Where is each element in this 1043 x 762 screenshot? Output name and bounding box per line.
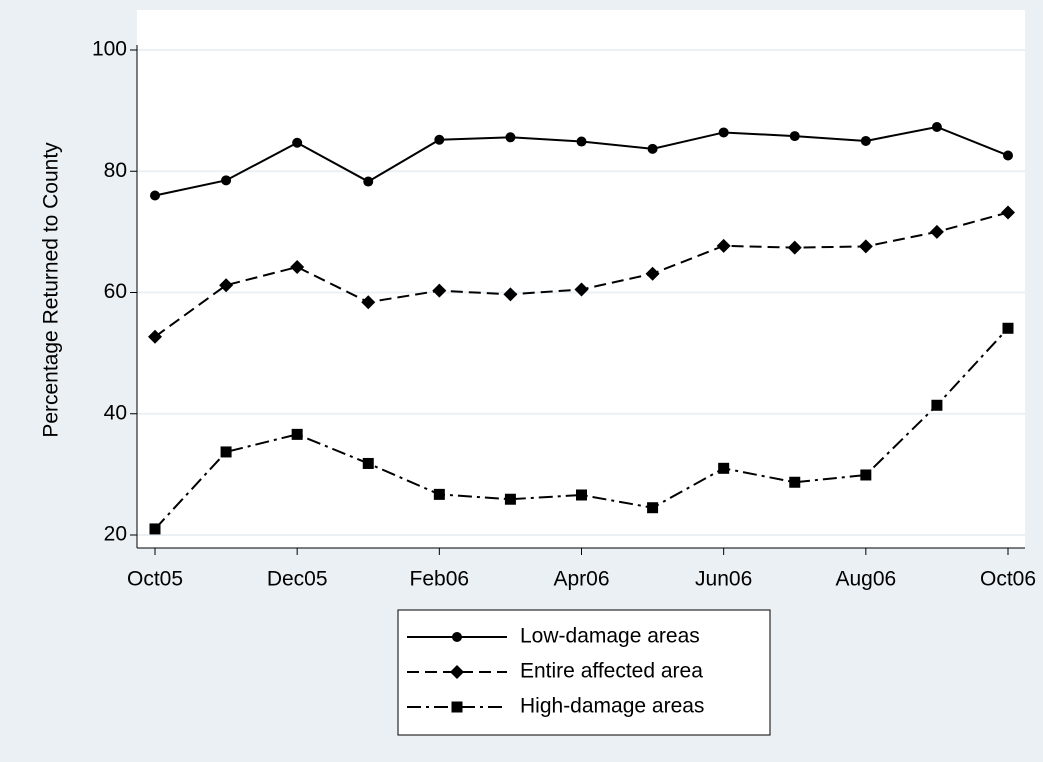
marker — [219, 278, 234, 293]
marker — [221, 175, 232, 186]
marker — [647, 143, 658, 154]
x-tick-label: Feb06 — [410, 568, 470, 591]
legend-label: Low-damage areas — [520, 625, 700, 648]
x-tick-label: Oct06 — [980, 568, 1036, 591]
marker — [576, 489, 587, 501]
legend-marker — [451, 701, 463, 713]
marker — [149, 523, 161, 535]
legend-label: Entire affected area — [520, 660, 703, 683]
y-tick-label: 60 — [104, 280, 127, 303]
x-tick-label: Apr06 — [553, 568, 609, 591]
marker — [220, 446, 232, 458]
marker — [789, 131, 800, 142]
marker — [150, 190, 160, 201]
marker — [574, 282, 589, 297]
marker — [576, 136, 587, 147]
marker — [433, 488, 445, 500]
marker — [787, 240, 802, 255]
marker — [291, 428, 303, 440]
marker — [1001, 205, 1015, 220]
marker — [434, 134, 445, 145]
marker — [929, 224, 944, 239]
y-tick-label: 80 — [104, 159, 127, 182]
legend-label: High-damage areas — [520, 695, 704, 718]
marker — [505, 132, 516, 143]
marker — [432, 283, 447, 298]
marker — [647, 502, 659, 514]
marker — [789, 476, 801, 488]
marker — [1002, 322, 1014, 334]
marker — [362, 457, 374, 469]
marker — [361, 295, 376, 310]
marker — [292, 137, 303, 148]
marker — [504, 493, 516, 505]
y-axis-label: Percentage Returned to County — [40, 142, 63, 438]
x-tick-label: Dec05 — [267, 568, 328, 591]
marker — [503, 287, 518, 302]
marker — [645, 266, 660, 281]
marker — [718, 462, 730, 474]
y-tick-label: 20 — [104, 523, 127, 546]
marker — [716, 238, 731, 253]
y-tick-label: 100 — [92, 38, 127, 61]
marker — [860, 135, 871, 146]
x-tick-label: Jun06 — [695, 568, 752, 591]
x-tick-label: Oct05 — [127, 568, 183, 591]
marker — [1003, 150, 1013, 161]
y-tick-label: 40 — [104, 401, 127, 424]
plot-area — [137, 10, 1025, 548]
legend-marker — [450, 665, 464, 679]
marker — [931, 121, 942, 132]
marker — [718, 127, 729, 138]
marker — [290, 260, 305, 275]
legend-marker — [452, 632, 462, 642]
x-tick-label: Aug06 — [835, 568, 896, 591]
marker — [860, 469, 872, 481]
marker — [363, 176, 374, 187]
marker — [858, 239, 873, 254]
marker — [931, 399, 943, 411]
marker — [148, 329, 162, 344]
